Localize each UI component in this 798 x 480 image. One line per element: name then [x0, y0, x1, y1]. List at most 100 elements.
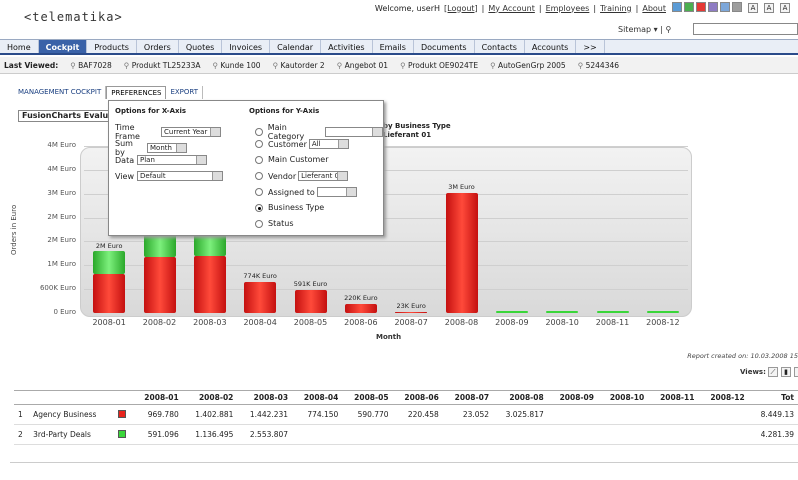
- pin-icon: ⚲: [490, 60, 498, 70]
- table-header: [29, 390, 114, 405]
- y-axis-option: Assigned to: [255, 187, 357, 197]
- nav-item[interactable]: Invoices: [222, 40, 271, 53]
- last-viewed-item[interactable]: ⚲ Kautorder 2: [273, 61, 325, 70]
- subtab[interactable]: PREFERENCES: [106, 86, 167, 99]
- nav-item[interactable]: >>: [576, 40, 605, 53]
- time-frame-label: Time Frame: [115, 123, 140, 141]
- x-tick-label: 2008-10: [545, 318, 579, 327]
- theme-swatch[interactable]: [696, 2, 706, 12]
- employees-link[interactable]: Employees: [545, 3, 590, 13]
- sum-by-select[interactable]: Month: [147, 143, 187, 153]
- y-axis-option: Business Type: [255, 203, 324, 212]
- last-viewed-item[interactable]: ⚲ AutoGenGrp 2005: [490, 61, 566, 70]
- y-axis-option-label: Business Type: [268, 203, 325, 212]
- bar-zero: [646, 311, 679, 313]
- last-viewed-label: Last Viewed:: [4, 60, 59, 70]
- table-cell: [342, 424, 393, 445]
- table-view-icon[interactable]: [794, 367, 798, 377]
- data-label: 2M Euro: [95, 241, 123, 250]
- theme-swatch[interactable]: [672, 2, 682, 12]
- subtab[interactable]: MANAGEMENT COCKPIT: [14, 86, 107, 99]
- last-viewed-bar: Last Viewed: ⚲ BAF7028 ⚲ Produkt TL25233A ⚲…: [0, 57, 798, 74]
- pin-icon: ⚲: [577, 60, 586, 70]
- table-cell: 220.458: [392, 404, 443, 425]
- time-frame-select[interactable]: Current Year: [161, 127, 221, 137]
- search-input[interactable]: [693, 23, 798, 35]
- sitemap-link[interactable]: Sitemap ▾ | ⚲: [618, 25, 672, 34]
- series-color-swatch: [117, 409, 126, 418]
- logout-link[interactable]: [Logout]: [444, 3, 478, 13]
- theme-swatch[interactable]: [732, 2, 742, 12]
- app-logo: <telematika>: [24, 10, 123, 24]
- last-viewed-item[interactable]: ⚲ BAF7028: [70, 61, 112, 70]
- nav-item[interactable]: Activities: [321, 40, 373, 53]
- y-axis-options-header: Options for Y-Axis: [249, 107, 320, 115]
- table-header: [14, 390, 30, 405]
- last-viewed-item[interactable]: ⚲ Kunde 100: [213, 61, 261, 70]
- subtabs: MANAGEMENT COCKPIT PREFERENCES EXPORT: [14, 86, 204, 99]
- theme-swatch[interactable]: [720, 2, 730, 12]
- y-axis-radio[interactable]: [255, 203, 263, 212]
- y-axis-radio[interactable]: [255, 219, 263, 228]
- nav-item[interactable]: Quotes: [179, 40, 223, 53]
- y-axis-radio[interactable]: [255, 155, 263, 164]
- grid-line: [84, 289, 688, 291]
- nav-item[interactable]: Home: [0, 40, 39, 53]
- bar-chart-view-icon[interactable]: ▮: [781, 367, 791, 377]
- y-tick-label: 2M Euro: [47, 236, 76, 245]
- table-cell: 1.136.495: [182, 424, 238, 445]
- nav-item[interactable]: Emails: [373, 40, 414, 53]
- x-tick-label: 2008-11: [595, 318, 630, 327]
- y-axis-option-select[interactable]: Lieferant 01: [298, 171, 349, 181]
- data-table: 2008-01 2008-02 2008-03 2008-04 2008-05 2008-…: [14, 390, 798, 445]
- data-label: 591K Euro: [293, 279, 328, 288]
- y-axis-radio[interactable]: [255, 140, 263, 148]
- theme-swatch[interactable]: [684, 2, 694, 12]
- y-axis-radio[interactable]: [255, 172, 263, 180]
- theme-swatch[interactable]: [708, 2, 718, 12]
- y-tick-label: 4M Euro: [47, 164, 76, 173]
- nav-item[interactable]: Orders: [137, 40, 179, 53]
- line-chart-view-icon[interactable]: ⟋: [768, 367, 778, 377]
- y-axis-radio[interactable]: [255, 188, 263, 196]
- nav-item[interactable]: Products: [87, 40, 137, 53]
- nav-item[interactable]: Accounts: [525, 40, 577, 53]
- data-select[interactable]: Plan: [137, 155, 207, 165]
- table-header: 2008-06: [392, 390, 443, 405]
- last-viewed-item-label: Kautorder 2: [280, 60, 325, 70]
- last-viewed-item[interactable]: ⚲ Produkt OE9024TE: [400, 61, 478, 70]
- font-size-medium[interactable]: A: [764, 3, 774, 13]
- x-tick-label: 2008-03: [193, 318, 227, 327]
- font-size-large[interactable]: A: [780, 3, 790, 13]
- footer-divider: [10, 462, 798, 463]
- last-viewed-item[interactable]: ⚲ 5244346: [578, 61, 619, 70]
- nav-item[interactable]: Contacts: [475, 40, 525, 53]
- bar-agency-business: [445, 192, 478, 313]
- search-icon[interactable]: ⚲: [665, 25, 672, 34]
- last-viewed-item[interactable]: ⚲ Produkt TL25233A: [124, 61, 201, 70]
- table-header: 2008-04: [292, 390, 343, 405]
- y-axis-option-select[interactable]: All: [308, 139, 349, 149]
- my-account-link[interactable]: My Account: [488, 3, 535, 13]
- subtab[interactable]: EXPORT: [166, 86, 204, 99]
- y-tick-label: 2M Euro: [47, 212, 76, 221]
- y-axis-option-select[interactable]: [316, 187, 357, 197]
- y-axis-option: Status: [255, 219, 294, 228]
- x-tick-label: 2008-04: [243, 318, 277, 327]
- nav-item[interactable]: Cockpit: [38, 40, 88, 53]
- training-link[interactable]: Training: [600, 3, 632, 13]
- nav-item[interactable]: Documents: [414, 40, 475, 53]
- last-viewed-item[interactable]: ⚲ Angebot 01: [337, 61, 388, 70]
- series-color-swatch: [117, 429, 126, 438]
- table-cell: [698, 404, 749, 425]
- about-link[interactable]: About: [642, 3, 666, 13]
- view-select[interactable]: Default: [137, 171, 223, 181]
- y-axis-option-select[interactable]: [325, 127, 383, 137]
- welcome-text: Welcome, userH: [374, 3, 441, 13]
- pin-icon: ⚲: [400, 60, 408, 70]
- nav-item[interactable]: Calendar: [270, 40, 322, 53]
- bar-agency-business: [244, 282, 277, 313]
- font-size-small[interactable]: A: [748, 3, 758, 13]
- row-color: [113, 404, 133, 425]
- y-axis-radio[interactable]: [255, 128, 263, 136]
